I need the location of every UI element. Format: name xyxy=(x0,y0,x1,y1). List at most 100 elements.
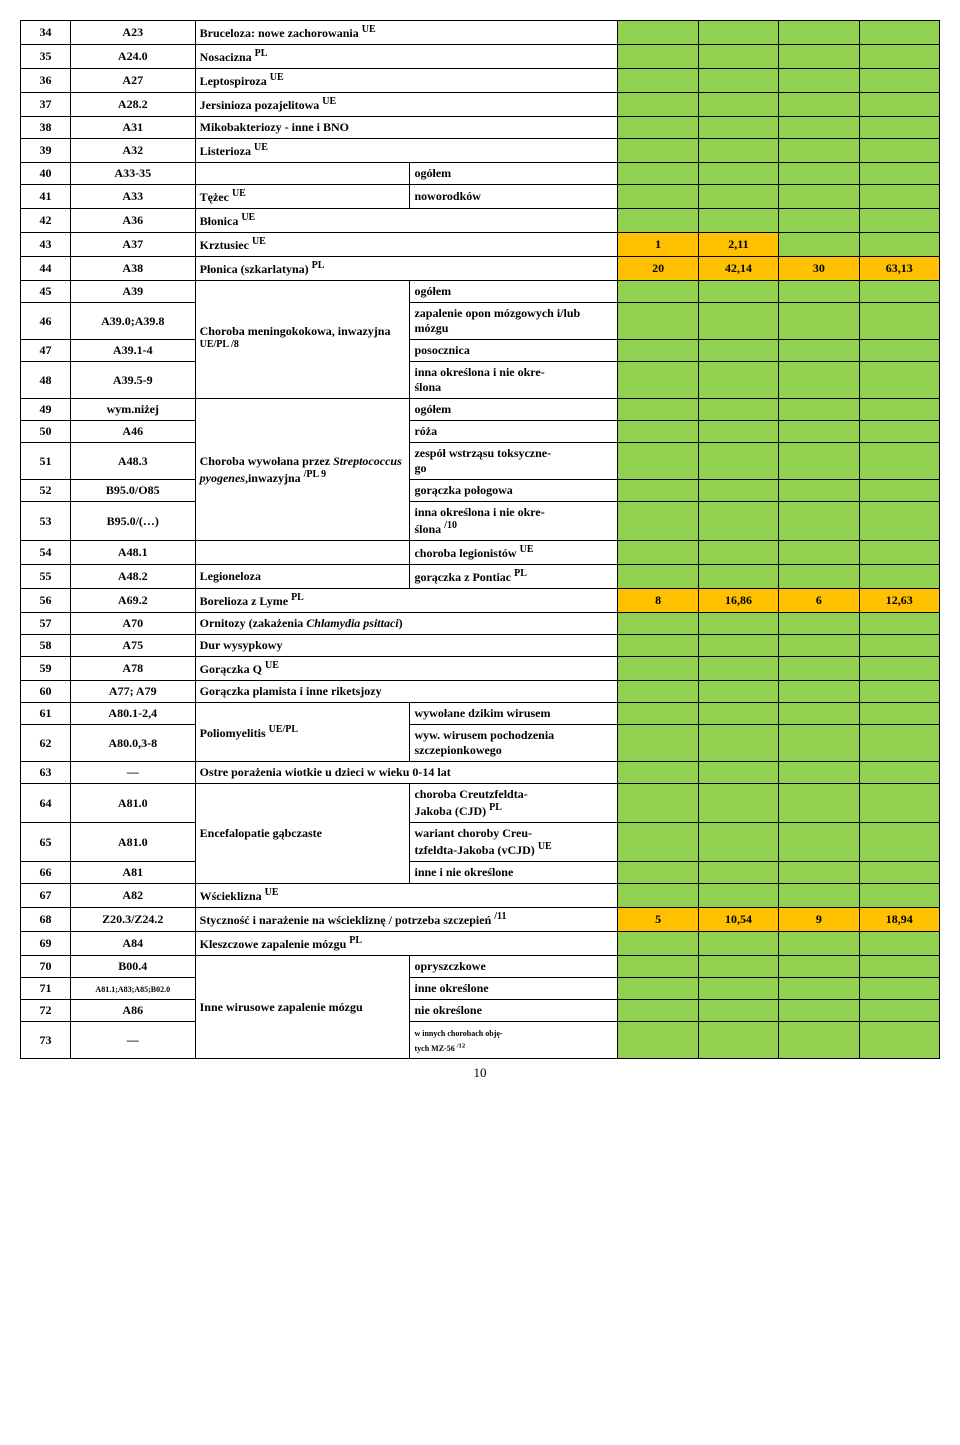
data-cell xyxy=(618,340,698,362)
disease-subname: nie określone xyxy=(410,1000,618,1022)
icd-code: A81 xyxy=(70,862,195,884)
data-cell xyxy=(859,657,939,681)
row-number: 34 xyxy=(21,21,71,45)
icd-code: Z20.3/Z24.2 xyxy=(70,908,195,932)
data-cell: 9 xyxy=(779,908,859,932)
data-cell xyxy=(618,725,698,762)
table-row: 43A37Krztusiec UE12,11 xyxy=(21,233,940,257)
disease-subname: gorączka połogowa xyxy=(410,480,618,502)
data-cell: 12,63 xyxy=(859,589,939,613)
disease-subname: inna określona i nie okre-ślona /10 xyxy=(410,502,618,541)
page-number: 10 xyxy=(20,1065,940,1081)
data-cell xyxy=(698,399,778,421)
table-row: 52B95.0/O85gorączka połogowa xyxy=(21,480,940,502)
data-cell xyxy=(779,163,859,185)
row-number: 66 xyxy=(21,862,71,884)
data-cell xyxy=(698,209,778,233)
data-cell xyxy=(698,163,778,185)
disease-subname: ogółem xyxy=(410,399,618,421)
disease-name: Ornitozy (zakażenia Chlamydia psittaci) xyxy=(195,613,618,635)
data-cell xyxy=(779,233,859,257)
data-cell xyxy=(859,117,939,139)
icd-code: A70 xyxy=(70,613,195,635)
row-number: 45 xyxy=(21,281,71,303)
data-cell: 10,54 xyxy=(698,908,778,932)
icd-code: A80.1-2,4 xyxy=(70,703,195,725)
row-number: 35 xyxy=(21,45,71,69)
table-row: 37A28.2Jersinioza pozajelitowa UE xyxy=(21,93,940,117)
row-number: 36 xyxy=(21,69,71,93)
table-row: 36A27Leptospiroza UE xyxy=(21,69,940,93)
data-cell xyxy=(698,978,778,1000)
data-cell xyxy=(779,185,859,209)
data-cell xyxy=(698,1000,778,1022)
data-cell xyxy=(859,21,939,45)
row-number: 53 xyxy=(21,502,71,541)
data-cell xyxy=(859,703,939,725)
data-cell: 8 xyxy=(618,589,698,613)
icd-code: A78 xyxy=(70,657,195,681)
table-row: 64A81.0Encefalopatie gąbczastechoroba Cr… xyxy=(21,784,940,823)
icd-code: A31 xyxy=(70,117,195,139)
icd-code: B95.0/(…) xyxy=(70,502,195,541)
table-row: 42A36Błonica UE xyxy=(21,209,940,233)
icd-code: A28.2 xyxy=(70,93,195,117)
data-cell xyxy=(618,565,698,589)
row-number: 41 xyxy=(21,185,71,209)
disease-subname: choroba Creutzfeldta-Jakoba (CJD) PL xyxy=(410,784,618,823)
data-cell xyxy=(698,884,778,908)
icd-code: A24.0 xyxy=(70,45,195,69)
data-cell xyxy=(859,362,939,399)
data-cell xyxy=(698,613,778,635)
data-cell xyxy=(698,362,778,399)
icd-code: B00.4 xyxy=(70,956,195,978)
icd-code: A86 xyxy=(70,1000,195,1022)
disease-subname: inna określona i nie okre-ślona xyxy=(410,362,618,399)
row-number: 39 xyxy=(21,139,71,163)
data-cell xyxy=(618,956,698,978)
data-cell xyxy=(779,443,859,480)
data-cell xyxy=(779,725,859,762)
icd-code: A39.1-4 xyxy=(70,340,195,362)
icd-code: A23 xyxy=(70,21,195,45)
row-number: 49 xyxy=(21,399,71,421)
data-cell xyxy=(859,565,939,589)
icd-code: A39 xyxy=(70,281,195,303)
disease-name: Krztusiec UE xyxy=(195,233,618,257)
data-cell xyxy=(698,340,778,362)
row-number: 71 xyxy=(21,978,71,1000)
disease-subname: ogółem xyxy=(410,281,618,303)
data-cell xyxy=(779,45,859,69)
table-row: 58A75Dur wysypkowy xyxy=(21,635,940,657)
table-row: 50A46róża xyxy=(21,421,940,443)
data-cell xyxy=(859,884,939,908)
data-cell xyxy=(698,657,778,681)
data-cell xyxy=(779,635,859,657)
table-row: 70B00.4Inne wirusowe zapalenie mózguopry… xyxy=(21,956,940,978)
icd-code: A81.1;A83;A85;B02.0 xyxy=(70,978,195,1000)
disease-group: Choroba meningokokowa, inwazyjna UE/PL /… xyxy=(195,281,410,399)
data-cell xyxy=(698,443,778,480)
table-row: 63—Ostre porażenia wiotkie u dzieci w wi… xyxy=(21,762,940,784)
data-cell xyxy=(618,862,698,884)
icd-code: A81.0 xyxy=(70,823,195,862)
data-cell xyxy=(859,340,939,362)
disease-subname: gorączka z Pontiac PL xyxy=(410,565,618,589)
table-row: 35A24.0Nosacizna PL xyxy=(21,45,940,69)
data-cell xyxy=(698,784,778,823)
data-cell xyxy=(618,681,698,703)
disease-name: Płonica (szkarlatyna) PL xyxy=(195,257,618,281)
data-cell: 2,11 xyxy=(698,233,778,257)
row-number: 46 xyxy=(21,303,71,340)
data-cell xyxy=(859,681,939,703)
data-cell xyxy=(698,703,778,725)
data-cell xyxy=(779,21,859,45)
data-cell xyxy=(859,399,939,421)
data-cell xyxy=(779,657,859,681)
data-cell xyxy=(698,762,778,784)
data-cell xyxy=(779,762,859,784)
data-cell xyxy=(618,281,698,303)
data-cell xyxy=(618,185,698,209)
data-cell xyxy=(859,932,939,956)
row-number: 67 xyxy=(21,884,71,908)
